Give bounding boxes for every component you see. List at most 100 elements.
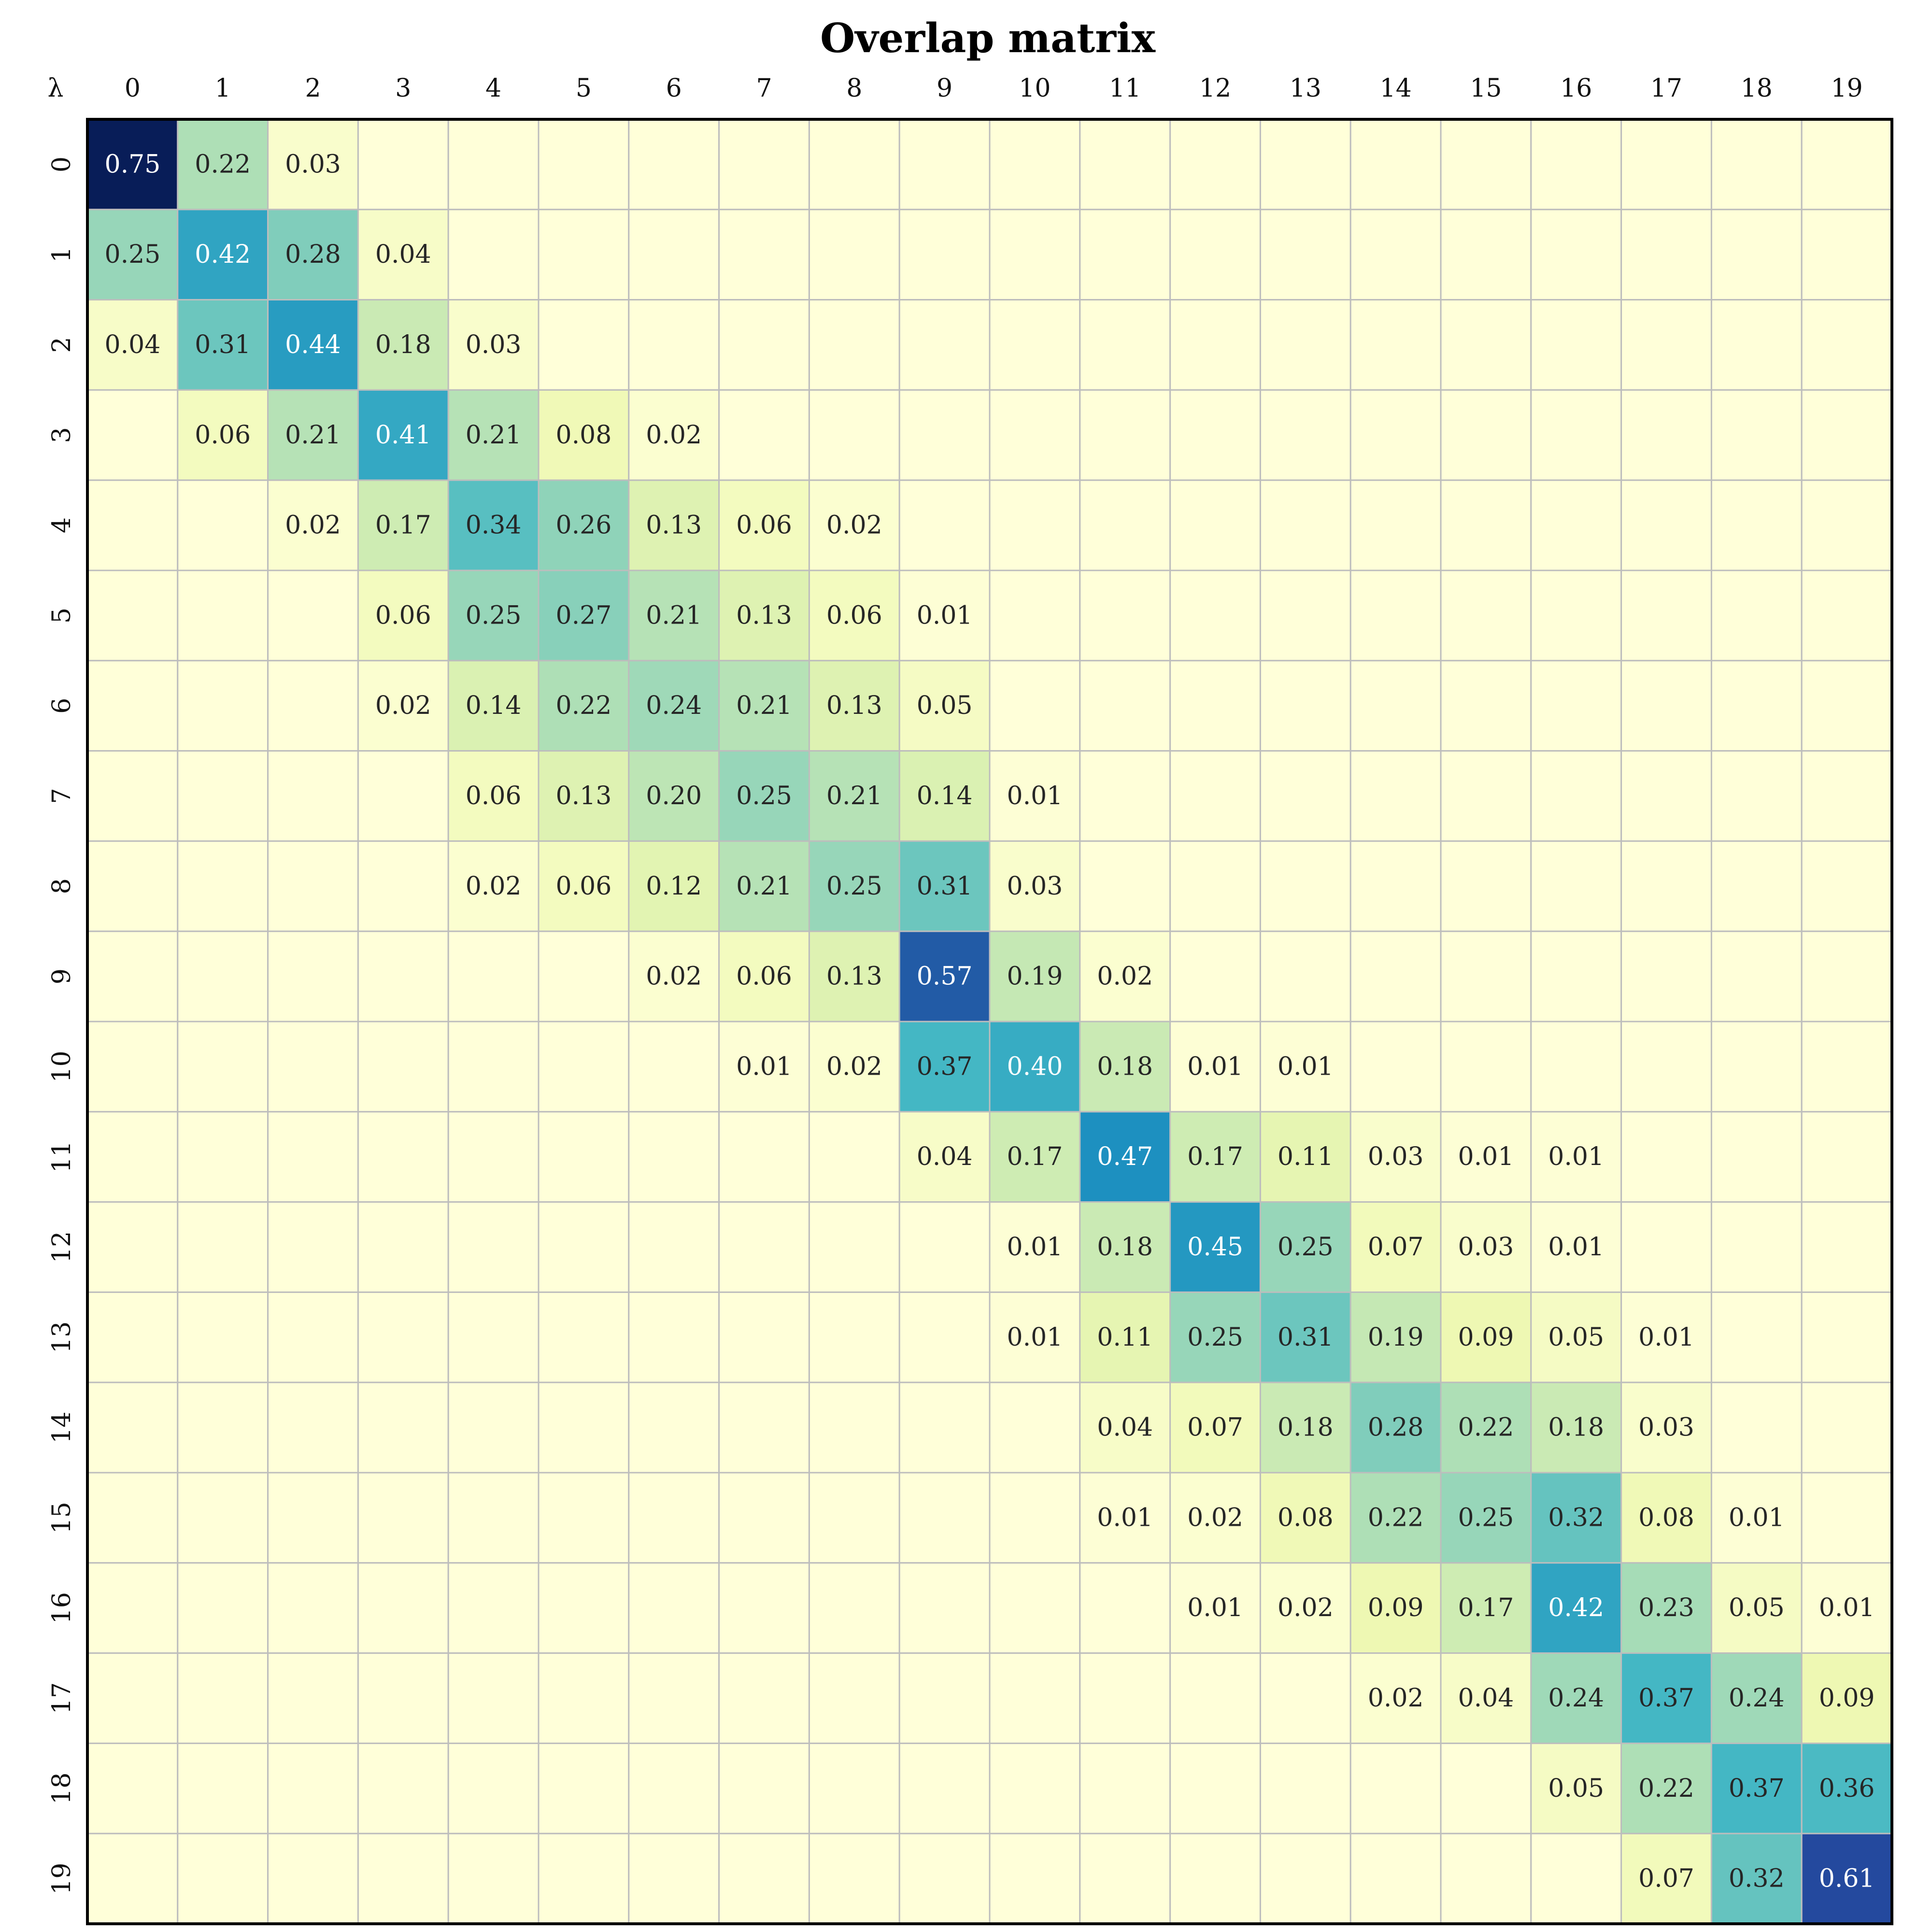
cell-value-label: 0.17 — [1007, 1142, 1063, 1171]
heatmap-cell — [538, 479, 630, 571]
cell-value-label: 0.03 — [285, 150, 341, 179]
cell-value-label: 0.01 — [1548, 1142, 1604, 1171]
heatmap-cell — [808, 1381, 900, 1474]
heatmap-cell — [267, 840, 359, 932]
heatmap-cell — [718, 750, 810, 842]
heatmap-cell — [1259, 1472, 1351, 1564]
heatmap-cell — [538, 1652, 630, 1744]
heatmap-cell — [357, 1111, 449, 1203]
heatmap-cell — [267, 1472, 359, 1564]
x-tick-label: 11 — [1109, 74, 1141, 103]
heatmap-cell — [808, 209, 900, 301]
heatmap-cell — [628, 1021, 720, 1113]
cell-value-label: 0.22 — [556, 691, 612, 720]
cell-value-label: 0.25 — [105, 240, 161, 269]
heatmap-cell — [86, 750, 179, 842]
heatmap-cell — [718, 1381, 810, 1474]
row-axis-label: λ — [48, 74, 64, 103]
heatmap-cell — [718, 1111, 810, 1203]
heatmap-cell — [1530, 1833, 1622, 1925]
heatmap-cell — [1440, 299, 1532, 391]
heatmap-cell — [177, 1291, 269, 1383]
heatmap-cell — [1350, 750, 1442, 842]
heatmap-cell — [357, 1742, 449, 1834]
heatmap-cell — [989, 569, 1081, 662]
x-tick-label: 19 — [1831, 74, 1863, 103]
cell-value-label: 0.02 — [1187, 1503, 1243, 1532]
y-tick-label: 13 — [47, 1321, 76, 1353]
heatmap-cell — [718, 660, 810, 752]
cell-value-label: 0.75 — [105, 150, 161, 179]
heatmap-cell — [1350, 569, 1442, 662]
heatmap-cell — [808, 1201, 900, 1293]
y-tick-label: 16 — [47, 1592, 76, 1624]
heatmap-cell — [718, 389, 810, 481]
heatmap-cell — [1710, 1111, 1803, 1203]
heatmap-cell — [357, 118, 449, 211]
heatmap-cell — [1801, 1742, 1893, 1834]
heatmap-cell — [447, 1562, 540, 1654]
heatmap-cell — [267, 930, 359, 1023]
heatmap-cell — [718, 209, 810, 301]
heatmap-cell — [1079, 1472, 1171, 1564]
heatmap-cell — [1259, 1833, 1351, 1925]
heatmap-cell — [1079, 479, 1171, 571]
heatmap-cell — [267, 299, 359, 391]
heatmap-cell — [86, 389, 179, 481]
cell-value-label: 0.01 — [1729, 1503, 1785, 1532]
heatmap-cell — [177, 118, 269, 211]
heatmap-cell — [1079, 1021, 1171, 1113]
heatmap-cell — [808, 1021, 900, 1113]
heatmap-cell — [898, 1742, 991, 1834]
y-tick-label: 14 — [47, 1412, 76, 1444]
cell-value-label: 0.02 — [1368, 1684, 1424, 1713]
heatmap-cell — [628, 1562, 720, 1654]
x-tick-label: 18 — [1741, 74, 1773, 103]
cell-value-label: 0.05 — [917, 691, 973, 720]
cell-value-label: 0.26 — [556, 511, 612, 540]
heatmap-cell — [1079, 118, 1171, 211]
heatmap-cell — [1801, 840, 1893, 932]
heatmap-cell — [357, 750, 449, 842]
heatmap-cell — [1350, 930, 1442, 1023]
cell-value-label: 0.18 — [1278, 1413, 1334, 1442]
heatmap-cell — [1710, 299, 1803, 391]
heatmap-cell — [718, 299, 810, 391]
heatmap-cell — [538, 1562, 630, 1654]
x-tick-label: 12 — [1199, 74, 1231, 103]
heatmap-cell — [177, 1201, 269, 1293]
heatmap-cell — [1801, 1472, 1893, 1564]
heatmap-cell — [989, 1652, 1081, 1744]
cell-value-label: 0.01 — [736, 1052, 792, 1081]
y-tick-label: 3 — [47, 427, 76, 443]
cell-value-label: 0.22 — [1638, 1774, 1694, 1803]
heatmap-cell — [989, 479, 1081, 571]
heatmap-cell — [1801, 209, 1893, 301]
heatmap-cell — [447, 750, 540, 842]
heatmap-cell — [86, 660, 179, 752]
heatmap-cell — [1440, 389, 1532, 481]
cell-value-label: 0.13 — [736, 601, 792, 630]
x-tick-labels: 0 1 2 3 4 5 6 7 8 9 10 11 12 13 14 15 16 17 18 19 — [125, 74, 1863, 103]
heatmap-cell — [1079, 299, 1171, 391]
heatmap-cell — [989, 750, 1081, 842]
heatmap-cell — [1530, 569, 1622, 662]
heatmap-cell — [86, 569, 179, 662]
cell-value-label: 0.13 — [826, 691, 882, 720]
heatmap-cell — [808, 299, 900, 391]
heatmap-cell — [538, 118, 630, 211]
heatmap-cell — [1801, 750, 1893, 842]
heatmap-cell — [1079, 1201, 1171, 1293]
heatmap-cell — [1620, 1833, 1712, 1925]
cell-value-label: 0.11 — [1278, 1142, 1334, 1171]
heatmap-cell — [1620, 118, 1712, 211]
heatmap-cell — [1710, 660, 1803, 752]
heatmap-cell — [989, 1472, 1081, 1564]
cell-value-label: 0.02 — [1097, 962, 1153, 991]
cell-value-label: 0.01 — [1007, 1233, 1063, 1262]
heatmap-cell — [86, 1833, 179, 1925]
heatmap-cell — [989, 840, 1081, 932]
cell-value-label: 0.42 — [1548, 1593, 1604, 1622]
heatmap-cell — [1169, 1291, 1261, 1383]
heatmap-cell — [177, 1742, 269, 1834]
